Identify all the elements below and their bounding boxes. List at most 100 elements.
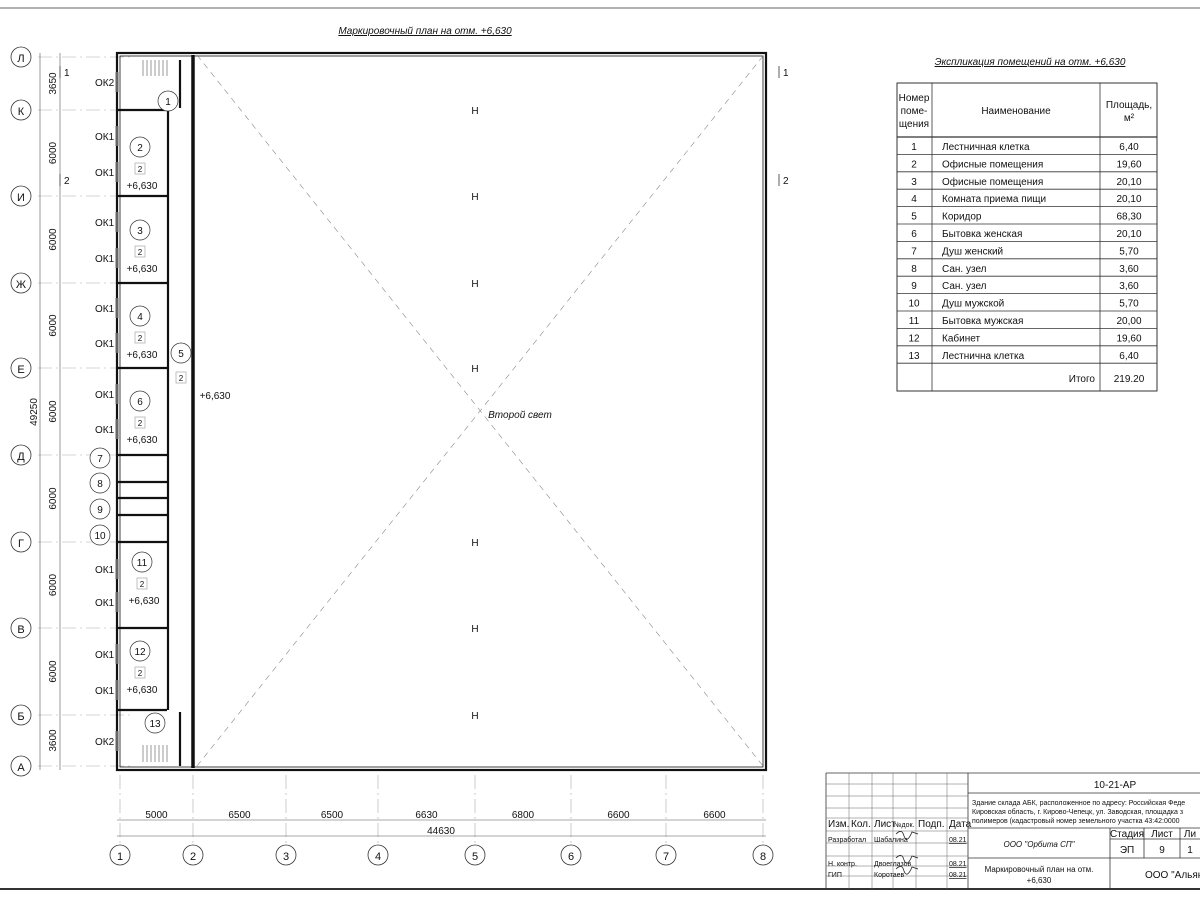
column-mark: H [471, 538, 478, 549]
person-role: Н. контр. [828, 861, 857, 868]
axis-bubble-col [560, 844, 582, 866]
total-value: 219.20 [1114, 374, 1145, 385]
row-area: 6,40 [1119, 351, 1139, 362]
window-opening [115, 731, 119, 751]
room-tag-box [175, 371, 187, 384]
row-number: 8 [911, 264, 917, 275]
row-name: Сан. узел [942, 264, 987, 275]
axis-label-row: Ж [16, 279, 26, 291]
column-mark: H [471, 364, 478, 375]
axis-bubble-row [10, 272, 32, 294]
level-mark: +6,630 [127, 435, 158, 446]
axis-bubble-row [10, 357, 32, 379]
signature [895, 831, 919, 840]
section-mark: 2 [783, 176, 789, 187]
row-number: 12 [908, 333, 920, 344]
axis-label-col: 1 [117, 851, 123, 863]
room-number-bubble [129, 136, 151, 158]
row-name: Лестничная клетка [942, 142, 1030, 153]
window-label: ОК1 [95, 132, 115, 143]
room-number: 2 [137, 143, 143, 154]
row-name: Коридор [942, 212, 982, 223]
window-label: ОК1 [95, 565, 115, 576]
explication-table: Экспликация помещений на отм. +6,630 Номе… [896, 57, 1158, 392]
axis-bubble-col [182, 844, 204, 866]
dim-left: 6000 [48, 400, 59, 423]
window-label: ОК1 [95, 254, 115, 265]
room-number: 11 [137, 558, 148, 569]
sign-date: 08.21 [949, 872, 967, 879]
room-tag-box [134, 416, 146, 429]
room-number: 9 [97, 505, 103, 516]
window-opening [115, 680, 119, 700]
room-tag-box [134, 666, 146, 679]
row-number: 3 [911, 177, 917, 188]
row-name: Сан. узел [942, 281, 987, 292]
window-opening [115, 419, 119, 439]
window-label: ОК1 [95, 650, 115, 661]
room-number: 4 [137, 312, 143, 323]
room-tag: 2 [138, 334, 143, 343]
axis-bubble-row [10, 46, 32, 68]
axis-label-col: 4 [375, 851, 381, 863]
person-name: Коротаев [874, 872, 905, 879]
tb-column-header: Дата [949, 819, 972, 830]
row-area: 3,60 [1119, 281, 1139, 292]
level-mark: +6,630 [127, 264, 158, 275]
axis-bubble-col [752, 844, 774, 866]
sign-date: 08.21 [949, 861, 967, 868]
dim-left: 6000 [48, 487, 59, 510]
stage-header: Стадия [1110, 829, 1144, 840]
row-number: 4 [911, 194, 917, 205]
axis-label-row: Е [17, 364, 24, 376]
axis-label-col: 8 [760, 851, 766, 863]
row-number: 11 [909, 316, 920, 327]
axis-bubble-row [10, 755, 32, 777]
level-mark: +6,630 [129, 596, 160, 607]
room-tag: 2 [138, 165, 143, 174]
row-number: 10 [908, 299, 920, 310]
row-number: 13 [908, 351, 920, 362]
axis-label-row: А [17, 762, 25, 774]
axis-label-row: Г [18, 538, 24, 550]
column-mark: H [471, 624, 478, 635]
room-tag: 2 [138, 419, 143, 428]
window-opening [115, 72, 119, 92]
row-number: 6 [911, 229, 917, 240]
room-number: 6 [137, 397, 143, 408]
person-role: ГИП [828, 872, 842, 879]
stage-header: Лист [1151, 829, 1173, 840]
row-area: 20,10 [1116, 229, 1141, 240]
project-code: 10-21-АР [1094, 780, 1137, 791]
axis-label-row: К [18, 106, 25, 118]
window-label: ОК1 [95, 390, 115, 401]
person-name: Шабалина [874, 836, 908, 844]
room-number: 8 [97, 479, 103, 490]
room-tag-box [134, 162, 146, 175]
tb-column-header: Кол. [851, 819, 871, 830]
header-number: поме- [901, 106, 928, 117]
room-tag: 2 [138, 669, 143, 678]
room-number-bubble [89, 447, 111, 469]
axis-label-col: 3 [283, 851, 289, 863]
axis-label-col: 7 [663, 851, 669, 863]
window-opening [115, 592, 119, 612]
window-label: ОК2 [95, 78, 115, 89]
row-area: 19,60 [1116, 333, 1141, 344]
axis-label-row: Д [17, 451, 25, 463]
dim-bottom-total: 44630 [427, 826, 455, 837]
author-company: ООО "Орбита СП" [1003, 840, 1075, 849]
room-number-bubble [129, 219, 151, 241]
room-number: 13 [149, 719, 161, 730]
row-area: 68,30 [1116, 212, 1141, 223]
room-tag-box [136, 577, 148, 590]
room-number-bubble [89, 472, 111, 494]
stage-value: 1 [1187, 845, 1193, 856]
window-opening [115, 298, 119, 318]
stage-value: ЭП [1120, 845, 1134, 856]
room-number-bubble [170, 342, 192, 364]
row-area: 6,40 [1119, 142, 1139, 153]
room-number: 3 [137, 226, 143, 237]
